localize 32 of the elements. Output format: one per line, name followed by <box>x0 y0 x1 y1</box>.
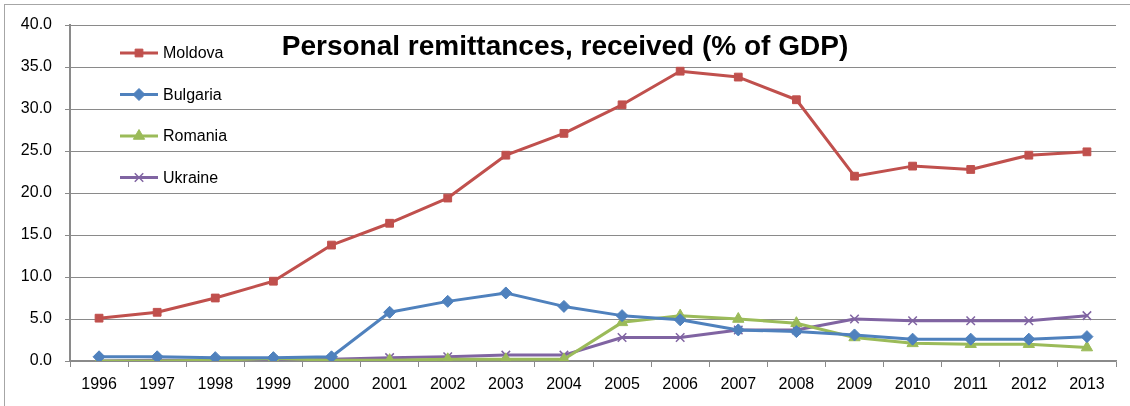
legend-label: Ukraine <box>163 168 219 186</box>
y-tick-label: 0.0 <box>29 351 53 369</box>
y-tick-label: 35.0 <box>20 57 53 75</box>
legend-label: Romania <box>163 127 228 145</box>
x-tick-label: 2004 <box>546 375 582 393</box>
x-tick-label: 2003 <box>488 375 524 393</box>
x-tick-label: 2005 <box>604 375 640 393</box>
x-tick-label: 2012 <box>1011 375 1047 393</box>
y-tick-label: 25.0 <box>20 141 53 159</box>
x-tick-label: 1997 <box>139 375 176 393</box>
x-tick-label: 2009 <box>836 375 873 393</box>
y-tick-label: 10.0 <box>20 267 53 285</box>
x-tick-label: 2001 <box>371 375 408 393</box>
legend-label: Bulgaria <box>163 85 222 103</box>
x-tick-label: 2011 <box>953 375 989 393</box>
y-tick-label: 15.0 <box>20 225 53 243</box>
x-tick-label: 1998 <box>197 375 234 393</box>
x-tick-label: 2010 <box>894 375 931 393</box>
y-tick-label: 40.0 <box>20 15 53 33</box>
y-tick-label: 20.0 <box>20 183 53 201</box>
x-tick-label: 2006 <box>662 375 699 393</box>
y-tick-label: 5.0 <box>29 309 53 327</box>
x-tick-label: 2013 <box>1069 375 1105 393</box>
legend-label: Moldova <box>163 44 224 62</box>
x-tick-label: 2000 <box>313 375 350 393</box>
chart-title: Personal remittances, received (% of GDP) <box>281 29 849 61</box>
x-tick-label: 2007 <box>720 375 757 393</box>
y-tick-label: 30.0 <box>20 99 53 117</box>
x-tick-label: 2002 <box>429 375 466 393</box>
x-tick-label: 1999 <box>255 375 292 393</box>
x-tick-label: 1996 <box>81 375 117 393</box>
x-tick-label: 2008 <box>778 375 815 393</box>
